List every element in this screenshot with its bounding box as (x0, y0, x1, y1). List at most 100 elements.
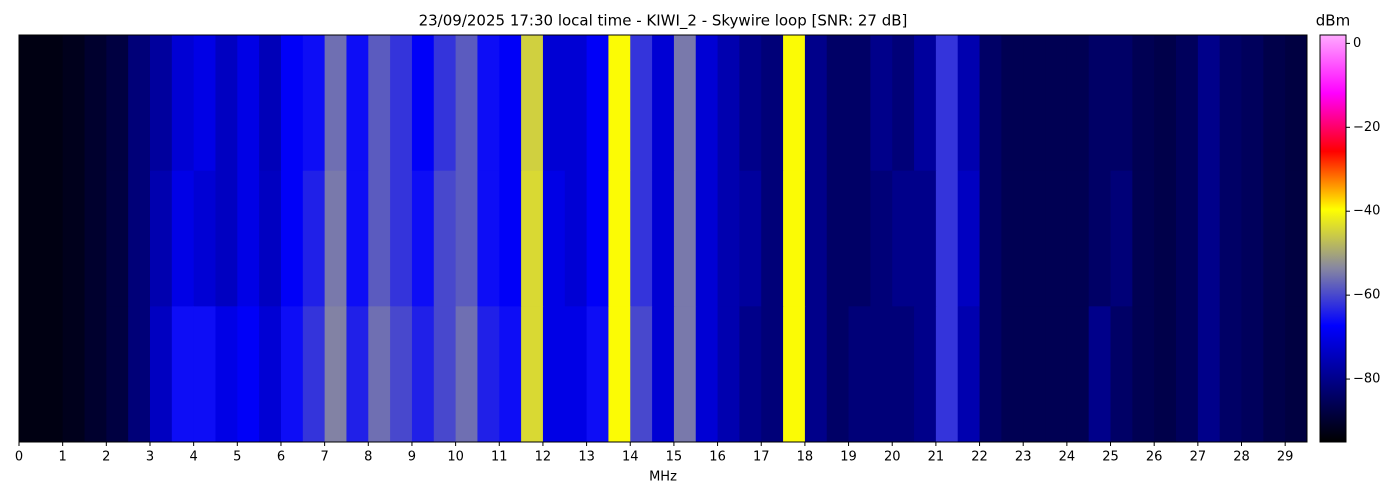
heatmap-cell (1023, 35, 1046, 172)
x-tick-label: 12 (535, 450, 552, 465)
heatmap-cell (499, 306, 522, 443)
heatmap-cell (826, 306, 850, 443)
x-tick-label: 11 (491, 450, 508, 465)
heatmap-cell (1219, 170, 1243, 307)
x-tick-label: 9 (408, 450, 416, 465)
heatmap-cell (935, 35, 959, 172)
heatmap-cell (280, 170, 304, 307)
heatmap-cell (1088, 170, 1112, 307)
heatmap-cell (542, 306, 566, 443)
heatmap-cell (914, 170, 937, 307)
heatmap-cell (848, 170, 871, 307)
heatmap-cell (215, 35, 238, 172)
heatmap-cell (40, 306, 64, 443)
heatmap-cell (19, 306, 42, 443)
heatmap-cell (1219, 35, 1243, 172)
heatmap-cell (1045, 170, 1068, 307)
heatmap-cell (1176, 170, 1199, 307)
x-tick-label: 0 (15, 450, 23, 465)
heatmap-cell (739, 35, 762, 172)
heatmap-cell (630, 35, 653, 172)
heatmap-cell (914, 35, 937, 172)
x-tick-label: 25 (1102, 450, 1119, 465)
heatmap-cell (280, 35, 304, 172)
heatmap-cell (652, 170, 675, 307)
heatmap-cell (324, 35, 347, 172)
heatmap-cell (237, 170, 260, 307)
x-tick-label: 8 (364, 450, 372, 465)
heatmap-cell (346, 306, 369, 443)
heatmap-cell (62, 35, 85, 172)
heatmap-cell (433, 306, 457, 443)
heatmap-cell (761, 306, 784, 443)
heatmap-cell (1066, 306, 1090, 443)
heatmap-cell (542, 170, 566, 307)
heatmap-cell (542, 35, 566, 172)
heatmap-cell (324, 170, 347, 307)
heatmap-cell (128, 170, 151, 307)
heatmap-cell (149, 35, 173, 172)
heatmap-cell (390, 35, 413, 172)
x-tick-label: 23 (1015, 450, 1032, 465)
heatmap-cell (19, 170, 42, 307)
chart-title: 23/09/2025 17:30 local time - KIWI_2 - S… (419, 12, 908, 31)
heatmap-cell (804, 35, 828, 172)
heatmap-cell (608, 35, 631, 172)
heatmap-cell (171, 35, 195, 172)
heatmap-cell (193, 170, 216, 307)
heatmap-cell (19, 35, 42, 172)
heatmap-cell (870, 170, 893, 307)
heatmap-cell (390, 170, 413, 307)
heatmap-cell (499, 170, 522, 307)
heatmap-cell (1197, 306, 1221, 443)
heatmap-cell (673, 306, 697, 443)
x-tick-label: 2 (102, 450, 110, 465)
x-tick-label: 18 (797, 450, 814, 465)
heatmap-cell (586, 35, 609, 172)
heatmap-cell (40, 170, 64, 307)
heatmap-cell (521, 306, 544, 443)
heatmap-cell (477, 306, 500, 443)
colorbar-label: dBm (1316, 12, 1350, 30)
heatmap-cell (324, 306, 347, 443)
colorbar-tick-label: −40 (1353, 204, 1380, 219)
heatmap-cell (739, 170, 762, 307)
heatmap-cell (259, 170, 282, 307)
heatmap-cell (826, 170, 850, 307)
heatmap-cell (1154, 35, 1177, 172)
heatmap-cell (673, 35, 697, 172)
heatmap-cell (695, 35, 719, 172)
heatmap-cell (302, 170, 326, 307)
heatmap-cell (433, 35, 457, 172)
heatmap-cell (1001, 170, 1024, 307)
heatmap-cell (259, 35, 282, 172)
heatmap-cell (1110, 170, 1133, 307)
heatmap-cell (1023, 170, 1046, 307)
x-tick-label: 17 (753, 450, 770, 465)
heatmap-cell (1045, 306, 1068, 443)
heatmap-cell (128, 306, 151, 443)
heatmap-cell (215, 306, 238, 443)
heatmap-cell (1132, 306, 1155, 443)
x-tick-label: 22 (971, 450, 988, 465)
heatmap-cell (62, 170, 85, 307)
heatmap-cell (892, 35, 915, 172)
heatmap-cell (346, 170, 369, 307)
colorbar-tick-label: 0 (1353, 36, 1361, 51)
heatmap-cell (128, 35, 151, 172)
heatmap-cell (1241, 35, 1264, 172)
heatmap-cell (935, 306, 959, 443)
heatmap-cell (804, 306, 828, 443)
heatmap-cell (1285, 35, 1308, 172)
heatmap-cell (171, 170, 195, 307)
heatmap-cell (608, 170, 631, 307)
colorbar-tick-label: −20 (1353, 120, 1380, 135)
heatmap-cell (149, 170, 173, 307)
heatmap-cell (390, 306, 413, 443)
heatmap-cell (302, 306, 326, 443)
heatmap-cell (826, 35, 850, 172)
x-tick-label: 7 (320, 450, 328, 465)
heatmap-cell (1263, 170, 1286, 307)
x-tick-label: 10 (447, 450, 464, 465)
